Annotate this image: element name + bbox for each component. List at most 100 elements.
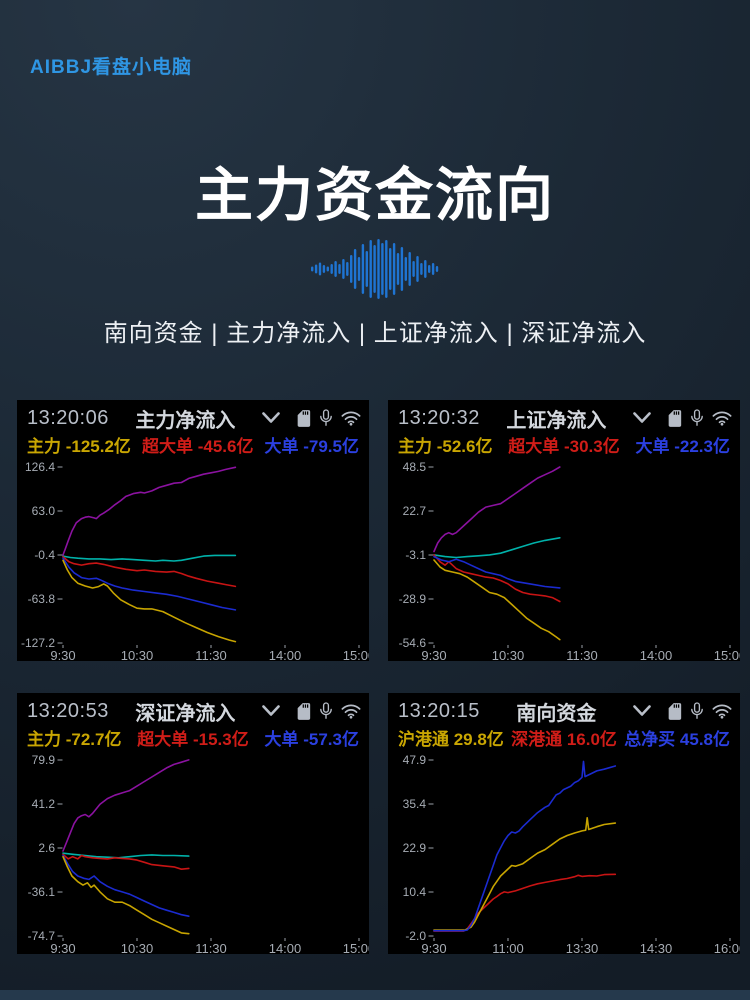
status-icons [667,408,732,428]
svg-text:2.6: 2.6 [38,841,55,855]
audio-waveform-icon [0,237,750,301]
panel-stat: 主力 -72.7亿 [27,729,122,749]
svg-text:11:30: 11:30 [195,648,227,663]
panel-stat: 主力 -125.2亿 [27,436,131,456]
bottom-accent-bar [0,990,750,1000]
svg-text:9:30: 9:30 [421,941,446,956]
sd-card-icon [667,702,682,721]
svg-text:10:30: 10:30 [492,648,525,663]
page-subtitle: 南向资金 | 主力净流入 | 上证净流入 | 深证净流入 [103,320,647,347]
svg-text:14:00: 14:00 [640,648,673,663]
page-title: 主力资金流向 [194,163,555,228]
status-icons [667,701,732,721]
audio-waveform-svg [311,239,439,299]
svg-text:-36.1: -36.1 [28,885,56,899]
svg-text:63.0: 63.0 [32,504,56,518]
svg-text:9:30: 9:30 [421,648,446,663]
panel-stat: 沪港通 29.8亿 [398,729,504,749]
svg-text:10:30: 10:30 [121,941,154,956]
svg-text:10:30: 10:30 [121,648,154,663]
panel-stat: 主力 -52.6亿 [398,436,493,456]
sd-card-icon [296,702,311,721]
brand: AIBBJ看盘小电脑 [30,57,193,78]
panel-stats: 主力 -72.7亿 超大单 -15.3亿 大单 -57.3亿 [17,724,369,749]
panel-stat: 深港通 16.0亿 [511,729,617,749]
svg-text:15:00: 15:00 [714,648,740,663]
chevron-down-icon[interactable] [262,705,280,717]
panel-header: 13:20:32 上证净流入 [388,400,740,432]
svg-text:22.7: 22.7 [403,504,427,518]
svg-text:48.5: 48.5 [403,460,427,474]
fund-flow-chart: 79.9 41.2 2.6 -36.1 -74.79:30 10:30 11:30 14:00… [28,753,369,956]
panel-stat: 总净买 45.8亿 [624,729,730,749]
svg-text:16:00: 16:00 [714,941,740,956]
wifi-icon [341,703,361,719]
panel-title[interactable]: 主力净流入 [135,409,236,432]
chevron-down-icon[interactable] [633,412,651,424]
svg-text:-63.8: -63.8 [28,592,56,606]
microphone-icon [318,408,334,428]
svg-text:35.4: 35.4 [403,797,427,811]
svg-text:126.4: 126.4 [25,460,55,474]
panel-stat: 超大单 -15.3亿 [137,729,249,749]
svg-text:10.4: 10.4 [403,885,427,899]
panel-title[interactable]: 上证净流入 [506,409,607,432]
panel-stat: 超大单 -45.6亿 [141,436,254,456]
svg-text:15:00: 15:00 [343,648,369,663]
panel-stats: 沪港通 29.8亿 深港通 16.0亿 总净买 45.8亿 [388,724,740,749]
svg-text:-74.7: -74.7 [28,929,56,943]
panel-time: 13:20:06 [27,406,109,429]
svg-text:22.9: 22.9 [403,841,427,855]
svg-text:-54.6: -54.6 [399,636,427,650]
svg-text:15:00: 15:00 [343,941,369,956]
fund-flow-chart: 47.9 35.4 22.9 10.4 -2.09:30 11:00 13:30 14:30 1… [403,753,740,956]
fund-flow-chart: 48.5 22.7 -3.1 -28.9 -54.69:30 10:30 11:30 14:0… [399,460,740,663]
fund-flow-panel: 13:20:32 上证净流入 [388,400,740,663]
svg-text:11:00: 11:00 [492,941,524,956]
panel-stat: 大单 -79.5亿 [264,436,359,456]
svg-text:11:30: 11:30 [566,648,598,663]
svg-text:-127.2: -127.2 [21,636,55,650]
svg-text:14:00: 14:00 [269,648,302,663]
wifi-icon [712,703,732,719]
svg-text:-28.9: -28.9 [399,592,427,606]
chevron-down-icon[interactable] [262,412,280,424]
fund-flow-panel: 13:20:15 南向资金 [388,693,740,956]
microphone-icon [318,701,334,721]
wifi-icon [712,410,732,426]
microphone-icon [689,408,705,428]
panel-stat: 大单 -57.3亿 [264,729,359,749]
panel-time: 13:20:53 [27,699,109,722]
svg-text:9:30: 9:30 [50,648,75,663]
sd-card-icon [296,409,311,428]
panel-time: 13:20:15 [398,699,480,722]
status-icons [296,701,361,721]
panel-stat: 大单 -22.3亿 [635,436,730,456]
svg-text:11:30: 11:30 [195,941,227,956]
svg-text:41.2: 41.2 [32,797,56,811]
wifi-icon [341,410,361,426]
svg-text:-3.1: -3.1 [405,548,426,562]
panel-title[interactable]: 深证净流入 [135,702,236,725]
svg-text:79.9: 79.9 [32,753,56,767]
svg-text:13:30: 13:30 [566,941,599,956]
status-icons [296,408,361,428]
svg-text:47.9: 47.9 [403,753,427,767]
panel-time: 13:20:32 [398,406,480,429]
svg-text:14:00: 14:00 [269,941,302,956]
panel-header: 13:20:53 深证净流入 [17,693,369,725]
fund-flow-panel: 13:20:06 主力净流入 [17,400,369,663]
panel-header: 13:20:06 主力净流入 [17,400,369,432]
microphone-icon [689,701,705,721]
svg-text:-2.0: -2.0 [405,929,426,943]
panel-header: 13:20:15 南向资金 [388,693,740,725]
chevron-down-icon[interactable] [633,705,651,717]
panel-stats: 主力 -125.2亿 超大单 -45.6亿 大单 -79.5亿 [17,431,369,456]
panel-title[interactable]: 南向资金 [516,702,597,725]
panel-stat: 超大单 -30.3亿 [508,436,620,456]
panel-stats: 主力 -52.6亿 超大单 -30.3亿 大单 -22.3亿 [388,431,740,456]
svg-text:9:30: 9:30 [50,941,75,956]
fund-flow-panel: 13:20:53 深证净流入 [17,693,369,956]
svg-text:-0.4: -0.4 [34,548,55,562]
